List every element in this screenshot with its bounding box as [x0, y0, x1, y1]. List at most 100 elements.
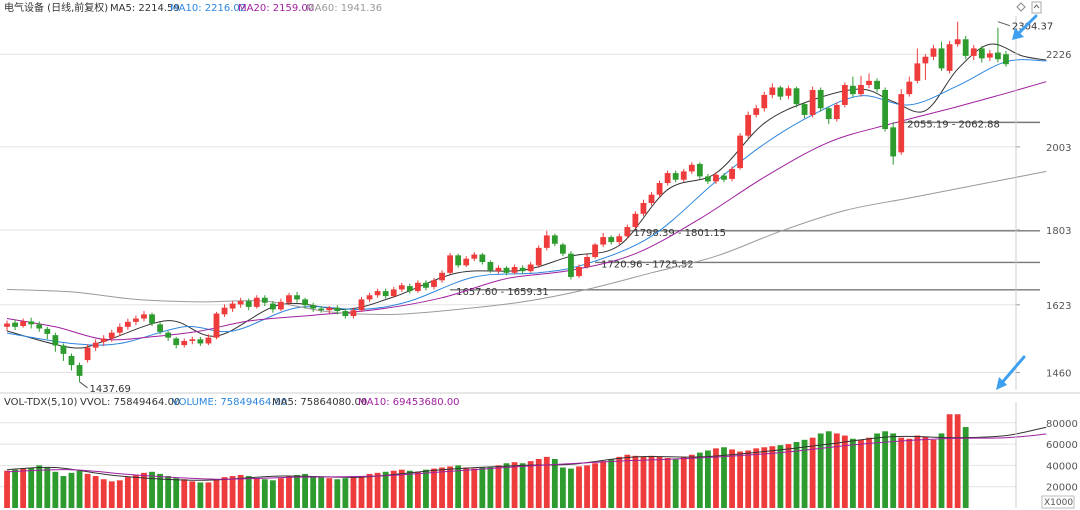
volume-bar: [688, 454, 695, 508]
price-tick-label: 1460: [1046, 369, 1071, 380]
blue-arrow-icon: [996, 355, 1026, 390]
ma20-label: MA20: 2159.00: [238, 3, 314, 14]
low-label: 1437.69: [90, 384, 131, 395]
ma60-label: MA60: 1941.36: [306, 3, 382, 14]
price-ma-lines: [6, 43, 1047, 349]
candle-body: [793, 88, 800, 105]
volume-bar: [366, 473, 373, 508]
candle-body: [801, 104, 808, 115]
candle-body: [302, 299, 309, 306]
candle-body: [350, 310, 357, 317]
candle-body: [358, 299, 365, 311]
volume-bar: [68, 472, 75, 508]
volume-bar: [906, 438, 913, 508]
volume-bar: [592, 463, 599, 508]
candle-body: [946, 44, 953, 71]
volume-bar: [414, 471, 421, 508]
candle-body: [632, 213, 639, 228]
candle-body: [157, 324, 163, 332]
vvol-label: VVOL: 75849464.00: [80, 397, 180, 408]
volume-bar: [825, 431, 832, 508]
candle-body: [898, 94, 905, 153]
volume-bar: [261, 479, 268, 508]
volume-bar: [874, 433, 880, 508]
volume-bar: [52, 471, 59, 508]
candle-body: [12, 322, 18, 327]
volume-ma10-line: [6, 433, 1047, 480]
price-tick-label: 1623: [1046, 301, 1071, 312]
candle-body: [92, 342, 99, 348]
candle-body: [535, 247, 542, 266]
volume-bar: [84, 473, 91, 508]
candle-body: [543, 235, 550, 248]
price-header: 电气设备 (日线,前复权) MA5: 2214.59 MA10: 2216.02…: [0, 0, 1080, 14]
candle-body: [970, 48, 977, 56]
volume-bar: [624, 454, 631, 508]
candle-body: [68, 355, 75, 366]
volume-bar: [551, 459, 558, 508]
vol-ma5-label: MA5: 75864080.00: [272, 397, 367, 408]
candle-body: [777, 87, 784, 97]
candle-body: [36, 324, 43, 329]
blue-arrow-icon: [1012, 14, 1038, 40]
candle-body: [181, 340, 188, 346]
candle-body: [149, 314, 155, 324]
diamond-icon[interactable]: [1016, 2, 1026, 12]
volume-bar: [962, 427, 969, 508]
candle-body: [20, 321, 27, 327]
volume-bar: [938, 433, 945, 508]
volume-bar: [4, 470, 10, 508]
volume-tick-label: 80000: [1046, 419, 1078, 430]
volume-bar: [124, 477, 131, 508]
volume-bar: [890, 433, 897, 508]
candle-body: [906, 81, 913, 95]
volume-bar: [479, 467, 486, 508]
scroll-icon[interactable]: [1031, 1, 1042, 14]
candle-body: [205, 337, 212, 344]
candle-body: [141, 314, 147, 319]
volume-bar: [382, 471, 389, 508]
price-ma5-line: [6, 43, 1047, 349]
candle-body: [713, 174, 719, 182]
candle-body: [922, 56, 929, 64]
volume-bar: [221, 477, 228, 508]
volume-bar: [850, 438, 856, 508]
volume-bar: [471, 468, 478, 508]
candle-body: [116, 326, 123, 333]
candle-body: [519, 267, 526, 272]
volume-bar: [181, 479, 188, 508]
candle-body: [640, 203, 647, 214]
volume-bar: [753, 448, 760, 508]
candle-body: [600, 237, 607, 245]
volume-bar: [543, 456, 550, 508]
candle-body: [696, 163, 703, 177]
volume-label: VOLUME: 75849464.00: [172, 397, 287, 408]
volume-bar: [833, 433, 840, 508]
volume-bar: [213, 479, 220, 508]
candle-body: [398, 285, 405, 290]
candle-body: [342, 311, 349, 317]
volume-ma5-line: [6, 426, 1047, 481]
support-label: 1657.60 - 1659.31: [456, 287, 549, 298]
price-tick-label: 2003: [1046, 143, 1071, 154]
candle-body: [761, 94, 768, 109]
candle-body: [390, 289, 397, 297]
volume-bar: [511, 462, 518, 508]
candle-body: [471, 254, 478, 259]
candle-body: [704, 176, 711, 182]
volume-bar: [519, 463, 526, 508]
volume-bar: [149, 471, 155, 508]
candle-body: [527, 264, 534, 272]
candle-body: [559, 244, 566, 254]
volume-bar: [108, 481, 115, 508]
candle-body: [938, 48, 945, 69]
volume-bar: [568, 468, 574, 508]
unit-box: X1000: [1041, 495, 1075, 509]
volume-bar: [559, 467, 566, 508]
volume-bar: [817, 433, 824, 508]
volume-bar: [197, 482, 204, 508]
volume-bar: [318, 477, 325, 508]
candle-body: [866, 80, 872, 85]
candle-body: [213, 313, 220, 338]
volume-bar: [423, 469, 429, 508]
